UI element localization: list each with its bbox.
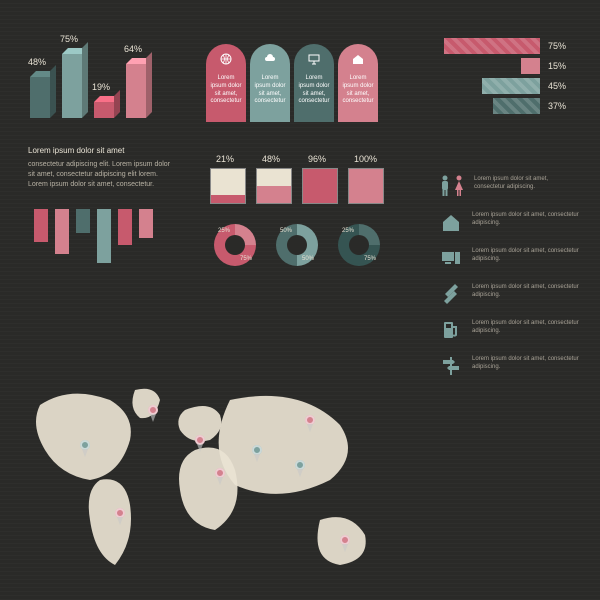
bar3d-item [126,64,146,118]
bar3d-label: 19% [92,82,110,92]
map-pin [215,468,225,478]
fuel-icon [440,319,462,341]
hbar-item [482,78,540,94]
cloud-icon [263,52,277,66]
description-body: consectetur adipiscing elit. Lorem ipsum… [28,160,178,189]
down-arrow [97,209,111,263]
icon-list: Lorem ipsum dolor sit amet, consectetur … [440,175,580,391]
arch-tab: Lorem ipsum dolor sit amet, consectetur [206,44,246,122]
map-pin [252,445,262,455]
hbar-label: 75% [548,41,566,51]
computer-icon [440,247,462,269]
list-text: Lorem ipsum dolor sit amet, consectetur … [472,211,580,228]
map-pin [340,535,350,545]
map-pin [148,405,158,415]
arch-lorem: Lorem ipsum dolor sit amet, consectetur [250,75,290,106]
list-text: Lorem ipsum dolor sit amet, consectetur … [472,319,580,336]
square-label: 96% [308,154,326,164]
down-arrow [118,209,132,245]
list-row: Lorem ipsum dolor sit amet, consectetur … [440,211,580,233]
down-arrow [76,209,90,233]
hbar-label: 37% [548,101,566,111]
tools-icon [440,283,462,305]
down-arrow [34,209,48,242]
square-label: 100% [354,154,377,164]
map-pin [305,415,315,425]
donut-label-b: 50% [302,256,314,262]
house-icon [351,52,365,66]
donut-chart: 25% 75% [214,224,256,266]
list-text: Lorem ipsum dolor sit amet, consectetur … [472,247,580,264]
list-text: Lorem ipsum dolor sit amet, consectetur … [472,355,580,372]
bar3d-label: 75% [60,34,78,44]
fill-square [348,168,384,204]
bar3d-label: 64% [124,44,142,54]
arch-lorem: Lorem ipsum dolor sit amet, consectetur [294,75,334,106]
donut-label-a: 25% [218,228,230,234]
down-arrow [139,209,153,238]
fill-square [256,168,292,204]
donut-label-b: 75% [240,256,252,262]
arch-lorem: Lorem ipsum dolor sit amet, consectetur [338,75,378,106]
donut-chart: 25% 75% [338,224,380,266]
map-pin [295,460,305,470]
donut-label-b: 75% [364,256,376,262]
arch-tab: Lorem ipsum dolor sit amet, consectetur [338,44,378,122]
list-text: Lorem ipsum dolor sit amet, consectetur … [472,283,580,300]
hbar-item [493,98,540,114]
list-row: Lorem ipsum dolor sit amet, consectetur … [440,247,580,269]
list-row: Lorem ipsum dolor sit amet, consectetur … [440,319,580,341]
donut-chart: 50% 50% [276,224,318,266]
globe-icon [219,52,233,66]
house-icon [440,211,462,233]
map-pin [115,508,125,518]
donut-label-a: 25% [342,228,354,234]
bar3d-item [62,54,82,118]
arch-lorem: Lorem ipsum dolor sit amet, consectetur [206,75,246,106]
bar3d-label: 48% [28,57,46,67]
arch-tab: Lorem ipsum dolor sit amet, consectetur [250,44,290,122]
square-label: 48% [262,154,280,164]
hbar-label: 15% [548,61,566,71]
list-row: Lorem ipsum dolor sit amet, consectetur … [440,175,580,197]
description-title: Lorem ipsum dolor sit amet [28,145,178,156]
down-arrow [55,209,69,254]
fill-square [302,168,338,204]
hbar-item [444,38,540,54]
list-row: Lorem ipsum dolor sit amet, consectetur … [440,283,580,305]
bar3d-item [30,77,50,118]
people-icon [440,175,464,197]
arch-tab: Lorem ipsum dolor sit amet, consectetur [294,44,334,122]
description-block: Lorem ipsum dolor sit amet consectetur a… [28,145,178,190]
list-text: Lorem ipsum dolor sit amet, consectetur … [474,175,580,192]
fill-square [210,168,246,204]
presentation-icon [307,52,321,66]
map-pin [80,440,90,450]
square-label: 21% [216,154,234,164]
hbar-item [521,58,540,74]
signpost-icon [440,355,462,377]
bar3d-item [94,102,114,118]
hbar-label: 45% [548,81,566,91]
world-map [20,380,405,580]
donut-label-a: 50% [280,228,292,234]
list-row: Lorem ipsum dolor sit amet, consectetur … [440,355,580,377]
map-pin [195,435,205,445]
